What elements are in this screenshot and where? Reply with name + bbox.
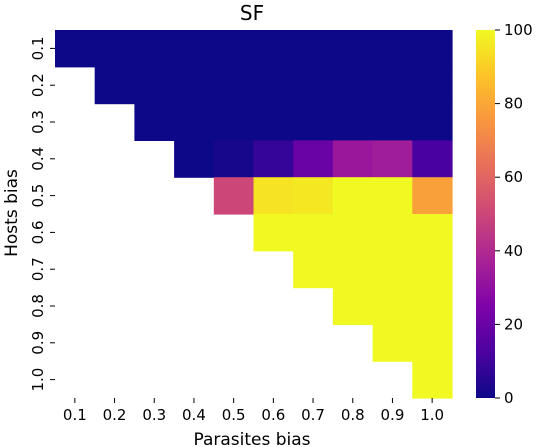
heatmap-cell bbox=[372, 177, 413, 215]
heatmap-cell bbox=[293, 250, 334, 289]
heatmap-cell bbox=[332, 287, 374, 325]
x-tick-label: 0.6 bbox=[261, 406, 285, 424]
heatmap-cell bbox=[293, 103, 334, 141]
heatmap-cell bbox=[372, 287, 413, 325]
heatmap-cell bbox=[134, 30, 175, 68]
heatmap-cell bbox=[213, 103, 255, 141]
heatmap-cell bbox=[412, 214, 453, 252]
heatmap-cell bbox=[332, 177, 374, 215]
heatmap-cell bbox=[332, 140, 374, 178]
heatmap-cell bbox=[253, 30, 294, 68]
colorbar-tick-label: 80 bbox=[504, 95, 523, 113]
x-axis-ticks: 0.1 0.2 0.3 0.4 0.5 0.6 0.7 0.8 0.9 1.0 bbox=[63, 398, 444, 424]
heatmap-cell bbox=[412, 324, 453, 362]
heatmap-cell bbox=[134, 66, 175, 105]
heatmap-cell bbox=[174, 30, 215, 68]
colorbar-ticks: 0 20 40 60 80 100 bbox=[495, 21, 533, 407]
y-tick-label: 0.8 bbox=[29, 294, 47, 318]
heatmap-cell bbox=[412, 103, 453, 141]
y-tick-label: 0.4 bbox=[29, 147, 47, 171]
y-tick-label: 0.3 bbox=[29, 110, 47, 134]
heatmap-cells bbox=[55, 30, 453, 399]
colorbar-tick-label: 40 bbox=[504, 242, 523, 260]
heatmap-cell bbox=[253, 177, 294, 215]
colorbar bbox=[476, 30, 495, 398]
heatmap-cell bbox=[332, 250, 374, 289]
x-tick-label: 0.1 bbox=[63, 406, 87, 424]
heatmap-cell bbox=[412, 66, 453, 105]
y-tick-label: 0.6 bbox=[29, 220, 47, 244]
heatmap-cell bbox=[293, 140, 334, 178]
heatmap-cell bbox=[253, 66, 294, 105]
heatmap-cell bbox=[293, 214, 334, 252]
x-tick-label: 0.7 bbox=[301, 406, 325, 424]
heatmap-cell bbox=[94, 66, 135, 105]
heatmap-cell bbox=[174, 103, 215, 141]
heatmap-cell bbox=[412, 361, 453, 399]
heatmap-cell bbox=[94, 30, 135, 68]
heatmap-cell bbox=[55, 30, 96, 68]
y-tick-label: 0.7 bbox=[29, 257, 47, 281]
heatmap-cell bbox=[372, 324, 413, 362]
heatmap-cell bbox=[213, 140, 255, 178]
x-axis-label: Parasites bias bbox=[193, 430, 310, 447]
x-tick-label: 0.9 bbox=[381, 406, 405, 424]
heatmap-cell bbox=[372, 103, 413, 141]
heatmap-cell bbox=[372, 250, 413, 289]
heatmap-cell bbox=[412, 30, 453, 68]
y-tick-label: 0.1 bbox=[29, 36, 47, 60]
heatmap-cell bbox=[372, 214, 413, 252]
y-axis-ticks: 0.1 0.2 0.3 0.4 0.5 0.6 0.7 0.8 0.9 1.0 bbox=[29, 36, 55, 392]
heatmap-cell bbox=[213, 66, 255, 105]
y-tick-label: 0.9 bbox=[29, 331, 47, 355]
y-tick-label: 1.0 bbox=[29, 368, 47, 392]
heatmap-cell bbox=[213, 177, 255, 215]
heatmap-cell bbox=[213, 30, 255, 68]
heatmap-cell bbox=[134, 103, 175, 141]
colorbar-tick-label: 20 bbox=[504, 315, 523, 333]
x-tick-label: 1.0 bbox=[420, 406, 444, 424]
chart-title: SF bbox=[240, 1, 264, 25]
x-tick-label: 0.3 bbox=[142, 406, 166, 424]
x-tick-label: 0.5 bbox=[222, 406, 246, 424]
heatmap-cell bbox=[253, 214, 294, 252]
heatmap-cell bbox=[253, 140, 294, 178]
heatmap-cell bbox=[412, 140, 453, 178]
heatmap-cell bbox=[412, 250, 453, 289]
y-tick-label: 0.5 bbox=[29, 184, 47, 208]
x-tick-label: 0.2 bbox=[103, 406, 127, 424]
colorbar-tick-label: 100 bbox=[504, 21, 533, 39]
heatmap-cell bbox=[293, 30, 334, 68]
heatmap-cell bbox=[253, 103, 294, 141]
heatmap-cell bbox=[412, 287, 453, 325]
x-tick-label: 0.4 bbox=[182, 406, 206, 424]
heatmap-cell bbox=[332, 214, 374, 252]
y-axis-label: Hosts bias bbox=[2, 169, 22, 257]
heatmap-cell bbox=[293, 66, 334, 105]
heatmap-cell bbox=[174, 140, 215, 178]
heatmap-cell bbox=[372, 66, 413, 105]
colorbar-tick-label: 60 bbox=[504, 168, 523, 186]
heatmap-cell bbox=[332, 66, 374, 105]
y-tick-label: 0.2 bbox=[29, 73, 47, 97]
heatmap-cell bbox=[412, 177, 453, 215]
heatmap-cell bbox=[174, 66, 215, 105]
x-tick-label: 0.8 bbox=[341, 406, 365, 424]
heatmap-cell bbox=[332, 30, 374, 68]
heatmap-cell bbox=[332, 103, 374, 141]
heatmap-cell bbox=[372, 140, 413, 178]
heatmap-cell bbox=[293, 177, 334, 215]
heatmap-cell bbox=[372, 30, 413, 68]
colorbar-tick-label: 0 bbox=[504, 389, 514, 407]
